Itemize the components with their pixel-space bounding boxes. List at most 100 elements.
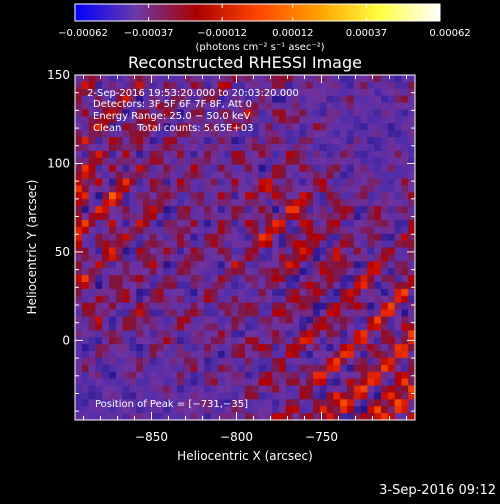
heatmap-cell xyxy=(367,275,375,283)
heatmap-cell xyxy=(333,309,341,317)
heatmap-cell xyxy=(149,164,158,173)
heatmap-cell xyxy=(340,81,348,90)
heatmap-cell xyxy=(143,150,151,159)
heatmap-cell xyxy=(149,192,158,200)
heatmap-cell xyxy=(190,413,198,420)
heatmap-cell xyxy=(394,288,402,297)
heatmap-cell xyxy=(102,171,110,179)
heatmap-cell xyxy=(122,199,130,207)
heatmap-cell xyxy=(102,226,110,235)
heatmap-cell xyxy=(251,406,260,414)
heatmap-cell xyxy=(102,282,110,290)
heatmap-cell xyxy=(143,95,151,104)
heatmap-cell xyxy=(231,95,239,104)
heatmap-cell xyxy=(143,144,151,152)
heatmap-cell xyxy=(177,268,185,276)
heatmap-cell xyxy=(292,295,300,304)
heatmap-cell xyxy=(319,378,328,386)
heatmap-cell xyxy=(387,137,396,145)
heatmap-cell xyxy=(88,150,96,159)
heatmap-cell xyxy=(190,268,198,276)
heatmap-cell xyxy=(285,288,294,297)
heatmap-cell xyxy=(265,399,273,407)
heatmap-cell xyxy=(136,275,144,283)
heatmap-cell xyxy=(258,316,266,324)
heatmap-cell xyxy=(88,316,96,324)
heatmap-cell xyxy=(197,75,205,83)
heatmap-cell xyxy=(156,81,164,90)
heatmap-cell xyxy=(279,357,287,366)
heatmap-cell xyxy=(136,344,144,352)
heatmap-cell xyxy=(299,88,307,97)
heatmap-cell xyxy=(360,392,368,400)
heatmap-cell xyxy=(347,268,355,276)
heatmap-cell xyxy=(347,123,355,131)
heatmap-cell xyxy=(211,337,219,345)
heatmap-cell xyxy=(408,164,415,173)
heatmap-cell xyxy=(367,102,375,110)
heatmap-cell xyxy=(333,302,341,311)
heatmap-cell xyxy=(88,144,96,152)
heatmap-cell xyxy=(143,295,151,304)
heatmap-cell xyxy=(163,399,171,407)
heatmap-cell xyxy=(347,337,355,345)
heatmap-cell xyxy=(374,413,382,420)
heatmap-cell xyxy=(211,240,219,248)
heatmap-cell xyxy=(245,102,253,110)
heatmap-cell xyxy=(190,233,198,242)
heatmap-cell xyxy=(143,261,151,269)
heatmap-cell xyxy=(265,130,273,138)
heatmap-cell xyxy=(197,344,205,352)
heatmap-cell xyxy=(306,123,314,131)
heatmap-cell xyxy=(360,164,368,173)
heatmap-cell xyxy=(177,199,185,207)
heatmap-cell xyxy=(292,247,300,255)
heatmap-cell xyxy=(272,95,280,104)
heatmap-cell xyxy=(238,185,246,193)
heatmap-cell xyxy=(81,247,90,255)
heatmap-cell xyxy=(129,337,137,345)
heatmap-cell xyxy=(217,95,226,104)
heatmap-cell xyxy=(231,88,239,97)
heatmap-cell xyxy=(238,330,246,338)
heatmap-cell xyxy=(360,413,368,420)
heatmap-cell xyxy=(347,288,355,297)
heatmap-cell xyxy=(374,219,382,228)
heatmap-cell xyxy=(224,351,232,359)
heatmap-cell xyxy=(292,199,300,207)
heatmap-cell xyxy=(347,385,355,393)
heatmap-cell xyxy=(204,309,212,317)
heatmap-cell xyxy=(163,75,171,83)
heatmap-cell xyxy=(183,185,192,193)
heatmap-cell xyxy=(238,233,246,242)
heatmap-cell xyxy=(285,337,294,345)
heatmap-cell xyxy=(136,392,144,400)
heatmap-cell xyxy=(156,88,164,97)
heatmap-cell xyxy=(115,378,124,386)
heatmap-cell xyxy=(143,226,151,235)
heatmap-cell xyxy=(170,385,178,393)
heatmap-cell xyxy=(285,344,294,352)
heatmap-cell xyxy=(115,351,124,359)
heatmap-cell xyxy=(204,171,212,179)
heatmap-cell xyxy=(115,323,124,331)
heatmap-cell xyxy=(265,357,273,366)
heatmap-cell xyxy=(183,109,192,117)
heatmap-cell xyxy=(204,282,212,290)
heatmap-cell xyxy=(211,295,219,304)
heatmap-cell xyxy=(156,399,164,407)
heatmap-cell xyxy=(374,185,382,193)
heatmap-cell xyxy=(299,316,307,324)
heatmap-cell xyxy=(129,178,137,186)
heatmap-cell xyxy=(211,144,219,152)
heatmap-cell xyxy=(197,316,205,324)
heatmap-cell xyxy=(102,157,110,166)
heatmap-cell xyxy=(156,95,164,104)
heatmap-cell xyxy=(258,88,266,97)
heatmap-cell xyxy=(75,302,83,311)
heatmap-cell xyxy=(258,247,266,255)
heatmap-cell xyxy=(217,364,226,373)
heatmap-cell xyxy=(272,364,280,373)
heatmap-cell xyxy=(258,261,266,269)
heatmap-cell xyxy=(245,116,253,124)
